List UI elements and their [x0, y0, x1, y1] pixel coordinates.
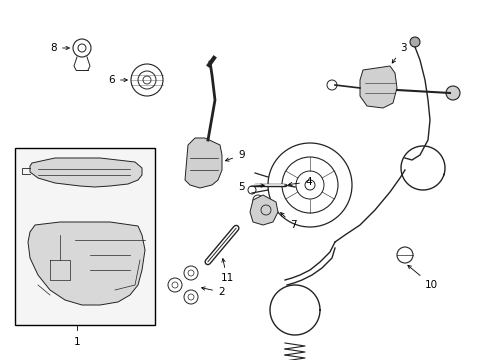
Text: 5: 5 — [238, 182, 264, 192]
Polygon shape — [359, 66, 396, 108]
Text: 8: 8 — [50, 43, 69, 53]
Text: 6: 6 — [108, 75, 127, 85]
Polygon shape — [184, 138, 222, 188]
Text: 1: 1 — [74, 337, 80, 347]
Text: 9: 9 — [225, 150, 244, 161]
Bar — [15, 148, 155, 325]
Circle shape — [409, 37, 419, 47]
Text: 10: 10 — [407, 265, 437, 290]
Text: 7: 7 — [280, 213, 296, 230]
Polygon shape — [30, 158, 142, 187]
Text: 11: 11 — [220, 258, 233, 283]
Text: 2: 2 — [201, 287, 224, 297]
Text: 3: 3 — [391, 43, 406, 63]
Circle shape — [445, 86, 459, 100]
Polygon shape — [28, 222, 145, 305]
Text: 4: 4 — [288, 177, 311, 187]
Polygon shape — [249, 195, 278, 225]
